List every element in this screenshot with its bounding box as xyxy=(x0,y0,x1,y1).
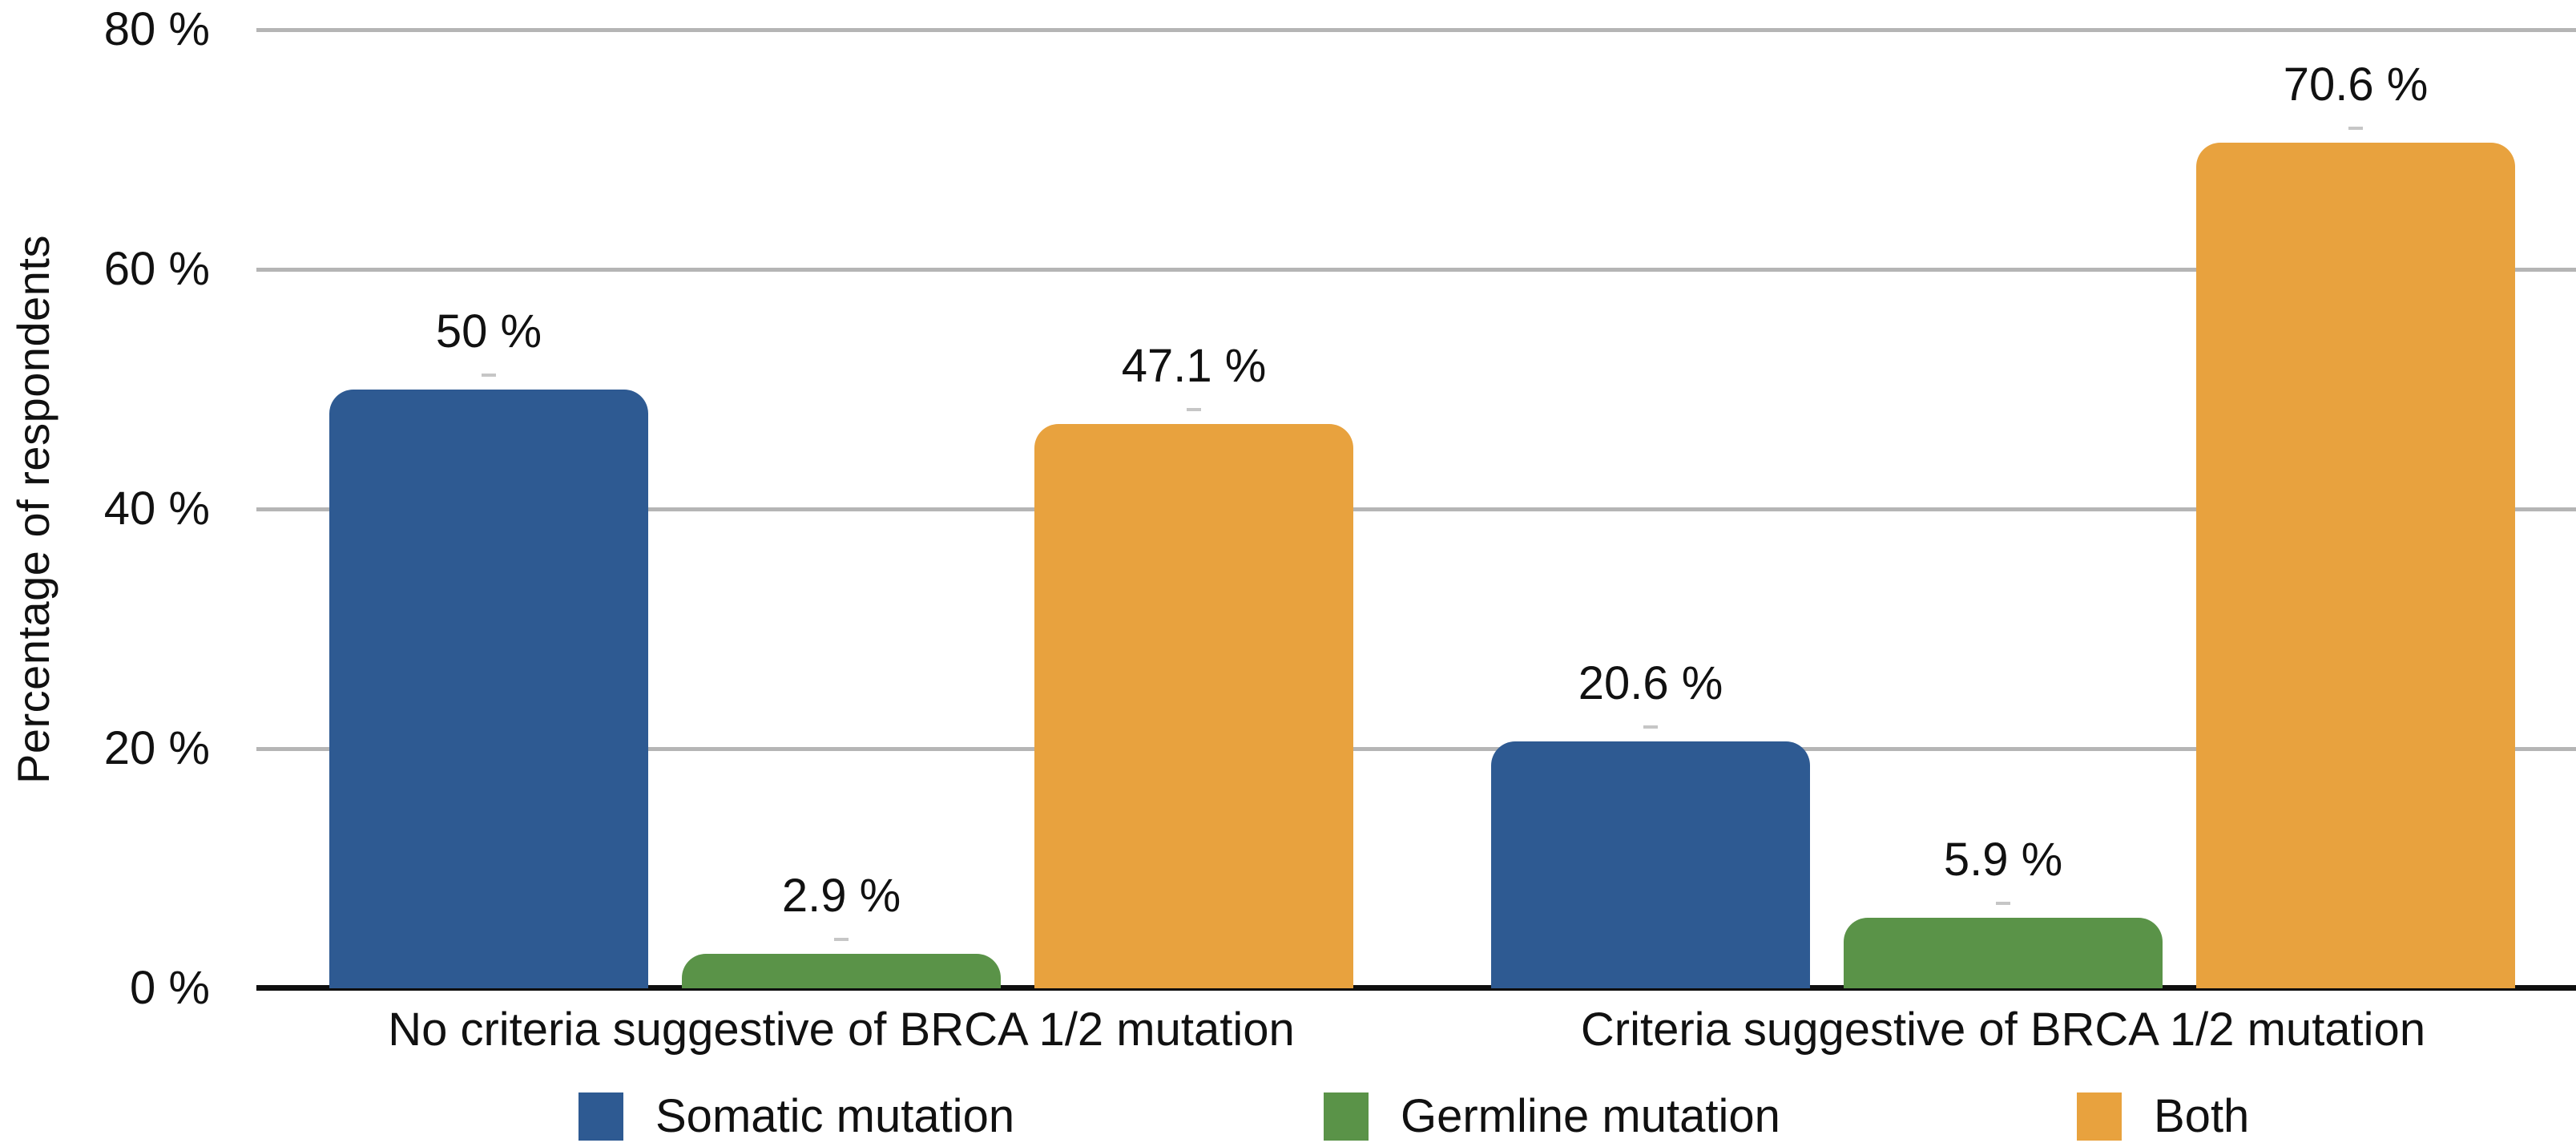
y-tick-label-40: 40 % xyxy=(103,483,210,535)
bar-value-label: 70.6 % xyxy=(2283,58,2429,111)
bar-value-label: 2.9 % xyxy=(781,869,901,922)
legend-item-both: Both xyxy=(2077,1090,2249,1143)
gridline-20 xyxy=(256,747,2576,751)
x-axis-line xyxy=(256,985,2576,991)
gridline-80 xyxy=(256,28,2576,32)
legend-item-somatic-mutation: Somatic mutation xyxy=(578,1090,1014,1143)
bar-cap xyxy=(2348,126,2363,130)
legend-swatch xyxy=(578,1092,623,1141)
bar-both-group1 xyxy=(1034,423,1353,988)
category-label-1: No criteria suggestive of BRCA 1/2 mutat… xyxy=(388,1004,1295,1056)
bar-cap xyxy=(1187,407,1201,411)
gridline-40 xyxy=(256,507,2576,511)
y-tick-label-80: 80 % xyxy=(103,3,210,55)
bar-somatic-mutation-group2 xyxy=(1491,741,1810,988)
bar-somatic-mutation-group1 xyxy=(329,389,648,988)
legend-item-germline-mutation: Germline mutation xyxy=(1324,1090,1780,1143)
legend-label: Both xyxy=(2154,1090,2250,1142)
bar-germline-mutation-group2 xyxy=(1844,917,2163,988)
legend-label: Germline mutation xyxy=(1401,1090,1780,1142)
legend-label: Somatic mutation xyxy=(655,1090,1015,1142)
bar-cap xyxy=(834,937,849,941)
bar-value-label: 5.9 % xyxy=(1943,833,2063,886)
category-label-2: Criteria suggestive of BRCA 1/2 mutation xyxy=(1580,1004,2426,1056)
bar-germline-mutation-group1 xyxy=(682,953,1001,988)
y-tick-label-60: 60 % xyxy=(103,243,210,295)
bar-both-group2 xyxy=(2196,142,2515,988)
bar-value-label: 50 % xyxy=(435,305,542,357)
bar-cap xyxy=(482,373,496,377)
gridline-60 xyxy=(256,268,2576,272)
bar-cap xyxy=(1996,901,2010,905)
legend-swatch xyxy=(1324,1092,1369,1141)
bar-value-label: 20.6 % xyxy=(1578,657,1723,710)
bar-cap xyxy=(1643,725,1658,729)
y-tick-label-0: 0 % xyxy=(130,962,210,1014)
bar-value-label: 47.1 % xyxy=(1121,339,1267,392)
y-tick-label-20: 20 % xyxy=(103,722,210,774)
legend-swatch xyxy=(2077,1092,2122,1141)
